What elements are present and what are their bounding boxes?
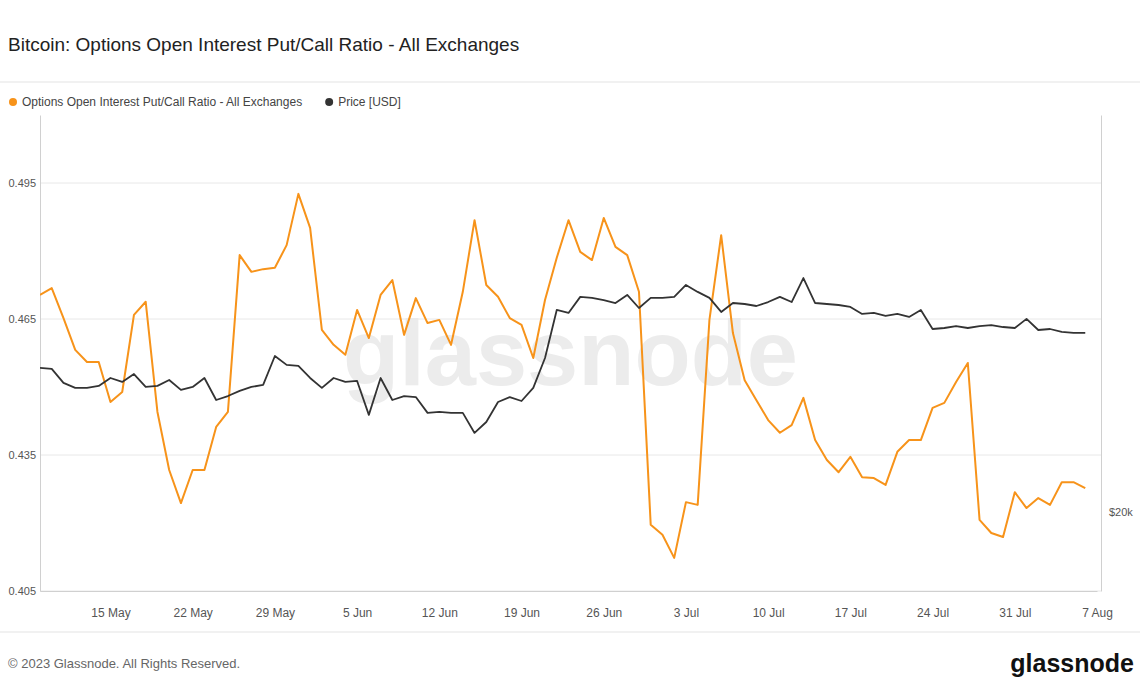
x-tick: 29 May <box>256 591 295 620</box>
y-tick: 0.465 <box>8 313 40 325</box>
series-line <box>40 278 1085 433</box>
title: Bitcoin: Options Open Interest Put/Call … <box>8 34 519 55</box>
y2-axis: $20k <box>1101 116 1133 592</box>
x-tick-label: 10 Jul <box>753 606 785 620</box>
legend-marker <box>9 98 17 106</box>
y-tick: 0.435 <box>8 449 40 461</box>
chart-svg: Bitcoin: Options Open Interest Put/Call … <box>0 0 1140 694</box>
legend-label: Price [USD] <box>338 95 401 109</box>
header-rule <box>0 82 1140 83</box>
x-tick: 17 Jul <box>835 591 867 620</box>
x-tick-label: 19 Jun <box>504 606 540 620</box>
watermark: glassnode <box>343 302 798 404</box>
x-tick-label: 7 Aug <box>1082 606 1113 620</box>
grid-line <box>40 183 1101 184</box>
x-axis: 15 May 22 May 29 May 5 Jun 12 Jun 19 Jun 26 Ju… <box>41 591 1113 620</box>
y-axis: 0.405 0.435 0.465 0.495 <box>8 116 40 598</box>
x-tick: 19 Jun <box>504 591 540 620</box>
x-tick: 24 Jul <box>917 591 949 620</box>
chart-container: Bitcoin: Options Open Interest Put/Call … <box>0 0 1140 694</box>
legend-item: Options Open Interest Put/Call Ratio - A… <box>9 95 302 109</box>
x-tick-label: 22 May <box>173 606 212 620</box>
series-line <box>40 194 1085 558</box>
x-tick-label: 24 Jul <box>917 606 949 620</box>
y2-axis-line <box>1101 116 1102 592</box>
x-tick: 5 Jun <box>343 591 372 620</box>
y-axis-line <box>40 116 41 592</box>
legend-item: Price [USD] <box>325 95 401 109</box>
y-tick-label: 0.405 <box>8 585 36 597</box>
legend-marker <box>325 98 333 106</box>
copyright: © 2023 Glassnode. All Rights Reserved. <box>8 656 240 671</box>
x-tick: 7 Aug <box>1082 591 1113 620</box>
x-tick-label: 26 Jun <box>586 606 622 620</box>
grid <box>40 183 1101 591</box>
grid-line <box>40 319 1101 320</box>
y-tick-label: 0.435 <box>8 449 36 461</box>
x-tick: 12 Jun <box>422 591 458 620</box>
x-tick-label: 15 May <box>91 606 130 620</box>
x-tick-label: 17 Jul <box>835 606 867 620</box>
legend: Options Open Interest Put/Call Ratio - A… <box>9 95 401 109</box>
x-tick-label: 31 Jul <box>999 606 1031 620</box>
footer-rule <box>0 632 1140 633</box>
x-tick: 31 Jul <box>999 591 1031 620</box>
x-tick: 26 Jun <box>586 591 622 620</box>
y-tick: 0.495 <box>8 177 40 189</box>
x-tick: 15 May <box>91 591 130 620</box>
x-tick-label: 12 Jun <box>422 606 458 620</box>
plot-area <box>40 194 1085 558</box>
logo: glassnode <box>1010 649 1134 677</box>
x-axis-line <box>41 591 1098 592</box>
x-tick-label: 3 Jul <box>674 606 699 620</box>
y-tick-label: 0.465 <box>8 313 36 325</box>
x-tick: 22 May <box>173 591 212 620</box>
y-tick: 0.405 <box>8 585 40 597</box>
grid-line <box>40 591 1101 592</box>
y2-tick: $20k <box>1101 506 1133 518</box>
y-tick-label: 0.495 <box>8 177 36 189</box>
x-tick: 10 Jul <box>753 591 785 620</box>
x-tick-label: 5 Jun <box>343 606 372 620</box>
x-tick: 3 Jul <box>674 591 699 620</box>
x-tick-label: 29 May <box>256 606 295 620</box>
y2-tick-label: $20k <box>1109 506 1133 518</box>
legend-label: Options Open Interest Put/Call Ratio - A… <box>22 95 302 109</box>
grid-line <box>40 455 1101 456</box>
